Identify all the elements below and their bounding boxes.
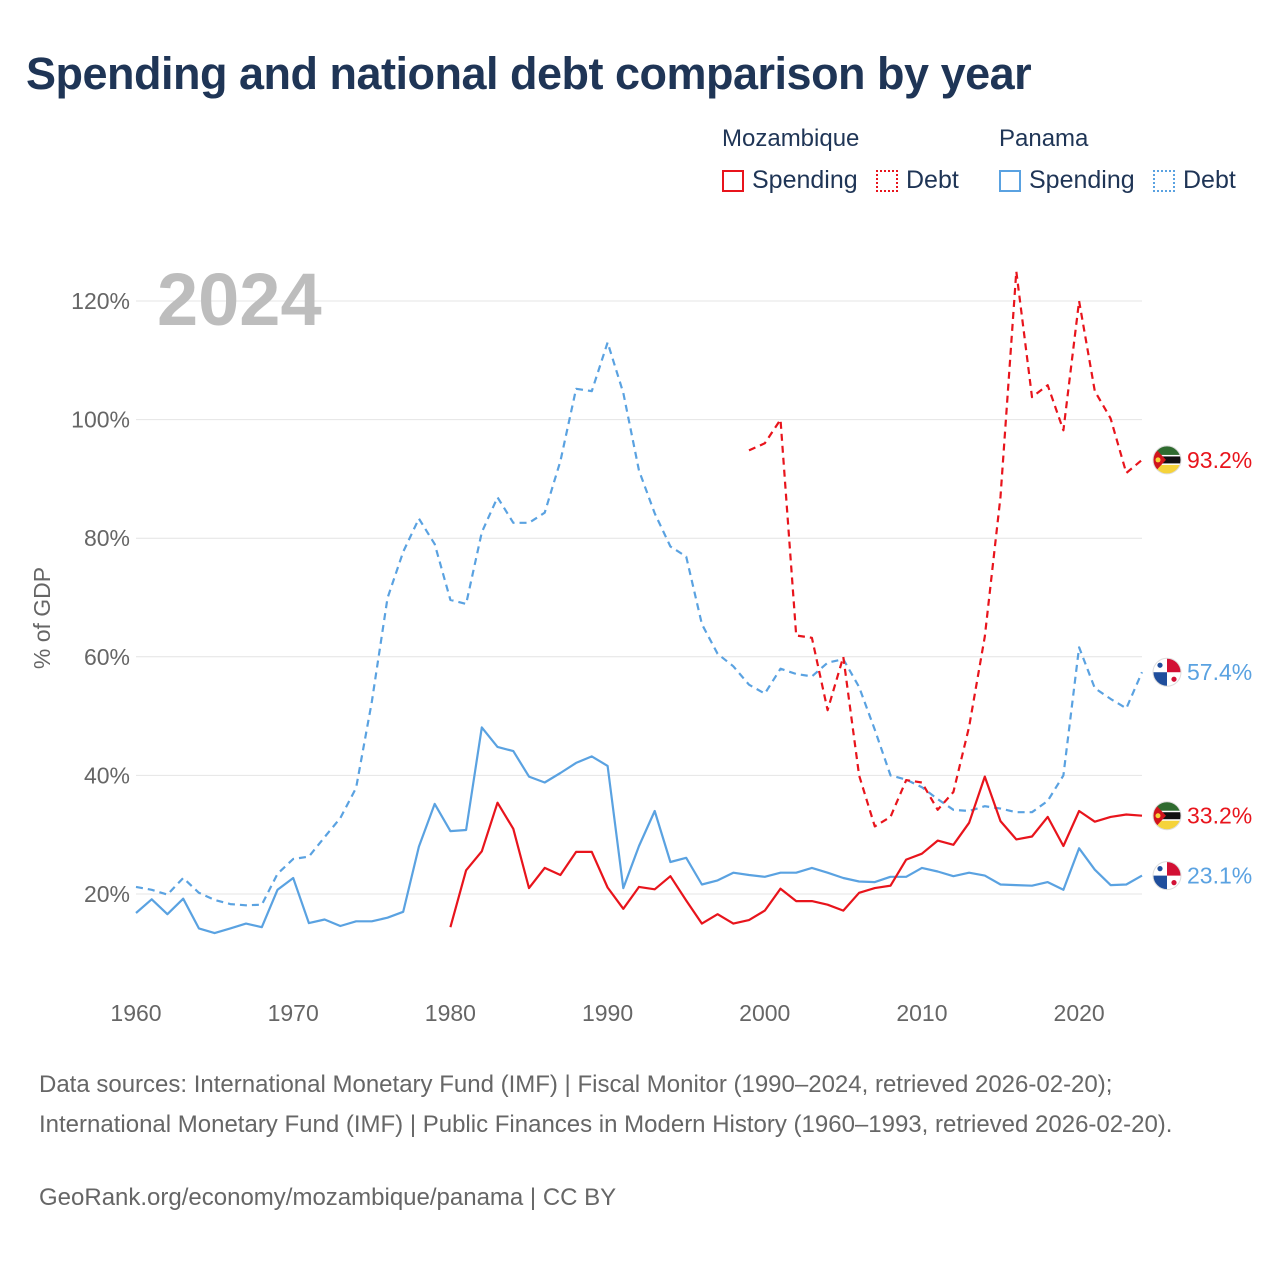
end-value-label: 93.2% — [1187, 447, 1252, 473]
legend-country-mozambique: Mozambique — [722, 125, 860, 152]
source-link[interactable]: GeoRank.org/economy/mozambique/panama | … — [39, 1184, 617, 1211]
y-tick-label: 20% — [84, 881, 130, 907]
x-tick-label: 2000 — [739, 1000, 790, 1026]
y-tick-label: 40% — [84, 762, 130, 788]
series-line-mozambique-debt — [748, 270, 1143, 828]
y-tick-label: 100% — [71, 407, 130, 433]
legend-label: Spending — [752, 166, 858, 194]
legend-country-panama: Panama — [999, 125, 1089, 152]
x-tick-label: 1980 — [425, 1000, 476, 1026]
panama-flag-icon — [1152, 657, 1182, 687]
x-tick-label: 1960 — [110, 1000, 161, 1026]
panama-flag-icon — [1152, 861, 1182, 891]
chart-title: Spending and national debt comparison by… — [26, 48, 1032, 99]
data-source-note: Data sources: International Monetary Fun… — [39, 1071, 1173, 1138]
x-tick-label: 2020 — [1054, 1000, 1105, 1026]
legend-swatch-solid — [999, 169, 1021, 192]
legend-label: Debt — [906, 166, 959, 194]
x-tick-label: 1990 — [582, 1000, 633, 1026]
legend-panama-spending[interactable]: Spending — [999, 166, 1135, 195]
series-line-mozambique-spending — [449, 775, 1143, 928]
x-tick-label: 1970 — [268, 1000, 319, 1026]
y-axis-ticks: 20% 40% 60% 80% 100% 120% — [71, 288, 130, 907]
x-tick-label: 2010 — [896, 1000, 947, 1026]
series-line-panama-spending — [135, 726, 1143, 935]
end-value-label: 57.4% — [1187, 659, 1252, 685]
legend-swatch-solid — [722, 169, 744, 192]
mozambique-flag-icon — [1152, 445, 1182, 475]
series-line-panama-debt — [135, 341, 1144, 907]
legend-label: Spending — [1029, 166, 1135, 194]
mozambique-flag-icon — [1152, 801, 1182, 831]
legend-mozambique-debt[interactable]: Debt — [876, 166, 959, 195]
legend-swatch-dotted — [1153, 169, 1175, 192]
y-tick-label: 60% — [84, 644, 130, 670]
series-lines — [135, 270, 1144, 935]
legend-swatch-dotted — [876, 169, 898, 192]
legend-mozambique-spending[interactable]: Spending — [722, 166, 858, 195]
x-axis-ticks: 1960 1970 1980 1990 2000 2010 2020 — [110, 1000, 1104, 1026]
gridlines — [136, 300, 1142, 895]
end-labels: 93.2% 57.4% 33.2% 23.1% — [1152, 445, 1252, 891]
year-watermark: 2024 — [157, 258, 322, 341]
y-axis-label: % of GDP — [29, 567, 55, 669]
legend-label: Debt — [1183, 166, 1236, 194]
legend-panama-debt[interactable]: Debt — [1153, 166, 1236, 195]
line-chart: 2024 % of GDP 20%40%60%80%100%120% 1960 1… — [29, 258, 1252, 1026]
y-tick-label: 120% — [71, 288, 130, 314]
y-tick-label: 80% — [84, 525, 130, 551]
end-value-label: 33.2% — [1187, 803, 1252, 829]
end-value-label: 23.1% — [1187, 863, 1252, 889]
